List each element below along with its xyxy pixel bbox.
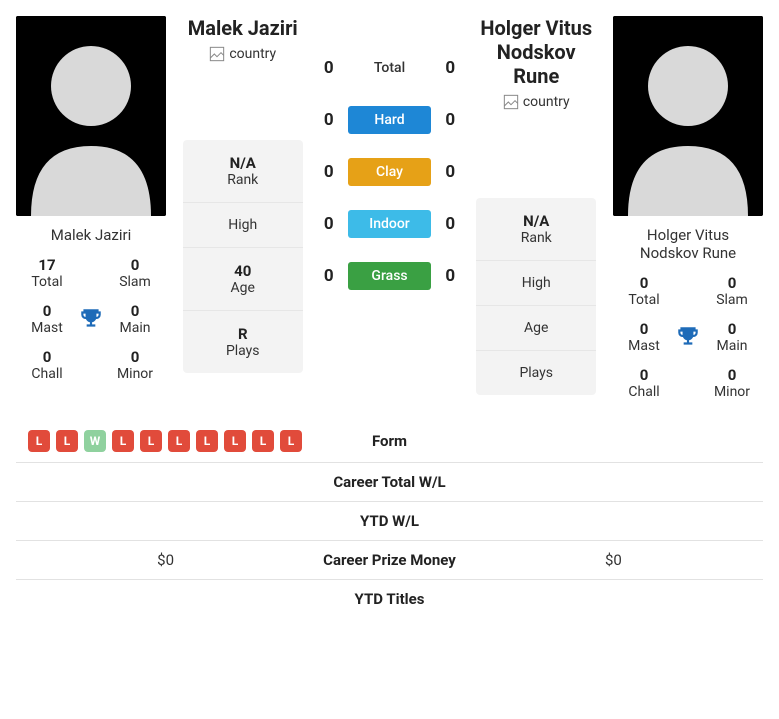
surface-pill-indoor: Indoor (348, 210, 431, 238)
trophy-icon (78, 302, 104, 336)
surface-right: 0 (441, 266, 459, 286)
player-right-title: Holger Vitus Nodskov Rune (476, 16, 596, 88)
surface-pill-clay: Clay (348, 158, 431, 186)
player-right-flag: country (503, 94, 570, 110)
stat-main: 0 Main (104, 302, 166, 336)
h2h-surface-column: 0 Total 0 0 Hard 0 0 Clay 0 0 Indoor 0 0 Grass 0 (320, 16, 460, 290)
stat-chall: 0 Chall (613, 366, 675, 400)
form-left: LLWLLLLLLL (28, 430, 352, 452)
trophy-icon (675, 320, 701, 354)
row-career-wl: Career Total W/L (16, 463, 763, 502)
player-right-totals: 0 Total 0 Slam 0 Mast 0 Main 0 Chall (613, 274, 763, 400)
surface-row-total: 0 Total 0 (320, 54, 460, 82)
stat-high: High (476, 260, 596, 305)
stat-age: Age (476, 305, 596, 350)
row-ytd-titles: YTD Titles (16, 580, 763, 618)
surface-right: 0 (441, 110, 459, 130)
surface-pill-hard: Hard (348, 106, 431, 134)
player-right-name: Holger Vitus Nodskov Rune (613, 216, 763, 274)
form-badge: L (140, 430, 162, 452)
head-to-head-top: Malek Jaziri 17 Total 0 Slam 0 Mast 0 Ma… (16, 16, 763, 400)
stat-rank: N/A Rank (476, 198, 596, 260)
surface-left: 0 (320, 162, 338, 182)
stat-main: 0 Main (701, 320, 763, 354)
stat-minor: 0 Minor (701, 366, 763, 400)
player-left-mid: Malek Jaziri country N/A Rank High 40 Ag… (183, 16, 303, 373)
stat-high: High (183, 202, 303, 247)
surface-row-grass: 0 Grass 0 (320, 262, 460, 290)
player-left-card: Malek Jaziri 17 Total 0 Slam 0 Mast 0 Ma… (16, 16, 166, 382)
surface-right: 0 (441, 162, 459, 182)
form-badge: L (252, 430, 274, 452)
broken-image-icon (503, 94, 519, 110)
form-badge: L (196, 430, 218, 452)
stat-age: 40 Age (183, 247, 303, 310)
stat-plays: Plays (476, 350, 596, 395)
person-silhouette-icon (613, 16, 763, 216)
surface-left: 0 (320, 58, 338, 78)
stat-slam: 0 Slam (701, 274, 763, 308)
stat-mast: 0 Mast (16, 302, 78, 336)
stat-total: 17 Total (16, 256, 78, 290)
stat-rank: N/A Rank (183, 140, 303, 202)
player-left-title: Malek Jaziri (188, 16, 298, 40)
form-badge: L (224, 430, 246, 452)
broken-image-icon (209, 46, 225, 62)
stat-minor: 0 Minor (104, 348, 166, 382)
form-badge: L (168, 430, 190, 452)
player-right-stats: N/A Rank High Age Plays (476, 198, 596, 395)
prize-left: $0 (28, 551, 303, 569)
comparison-table: LLWLLLLLLL Form Career Total W/L YTD W/L… (16, 420, 763, 618)
surface-row-indoor: 0 Indoor 0 (320, 210, 460, 238)
surface-row-clay: 0 Clay 0 (320, 158, 460, 186)
player-right-photo (613, 16, 763, 216)
prize-right: $0 (476, 551, 751, 569)
surface-row-hard: 0 Hard 0 (320, 106, 460, 134)
row-form: LLWLLLLLLL Form (16, 420, 763, 463)
surface-right: 0 (441, 58, 459, 78)
player-left-name: Malek Jaziri (16, 216, 166, 256)
form-badge: L (28, 430, 50, 452)
form-badge: W (84, 430, 106, 452)
surface-pill-total: Total (348, 54, 431, 82)
row-ytd-wl: YTD W/L (16, 502, 763, 541)
player-left-totals: 17 Total 0 Slam 0 Mast 0 Main 0 Chall (16, 256, 166, 382)
person-silhouette-icon (16, 16, 166, 216)
surface-right: 0 (441, 214, 459, 234)
surface-left: 0 (320, 214, 338, 234)
stat-plays: R Plays (183, 310, 303, 373)
form-badge: L (56, 430, 78, 452)
form-badge: L (112, 430, 134, 452)
player-left-photo (16, 16, 166, 216)
surface-left: 0 (320, 110, 338, 130)
stat-chall: 0 Chall (16, 348, 78, 382)
row-prize: $0 Career Prize Money $0 (16, 541, 763, 580)
stat-slam: 0 Slam (104, 256, 166, 290)
player-right-mid: Holger Vitus Nodskov Rune country N/A Ra… (476, 16, 596, 395)
form-badge: L (280, 430, 302, 452)
player-left-flag: country (209, 46, 276, 62)
surface-left: 0 (320, 266, 338, 286)
stat-mast: 0 Mast (613, 320, 675, 354)
player-right-card: Holger Vitus Nodskov Rune 0 Total 0 Slam… (613, 16, 763, 400)
stat-total: 0 Total (613, 274, 675, 308)
surface-pill-grass: Grass (348, 262, 431, 290)
player-left-stats: N/A Rank High 40 Age R Plays (183, 140, 303, 373)
